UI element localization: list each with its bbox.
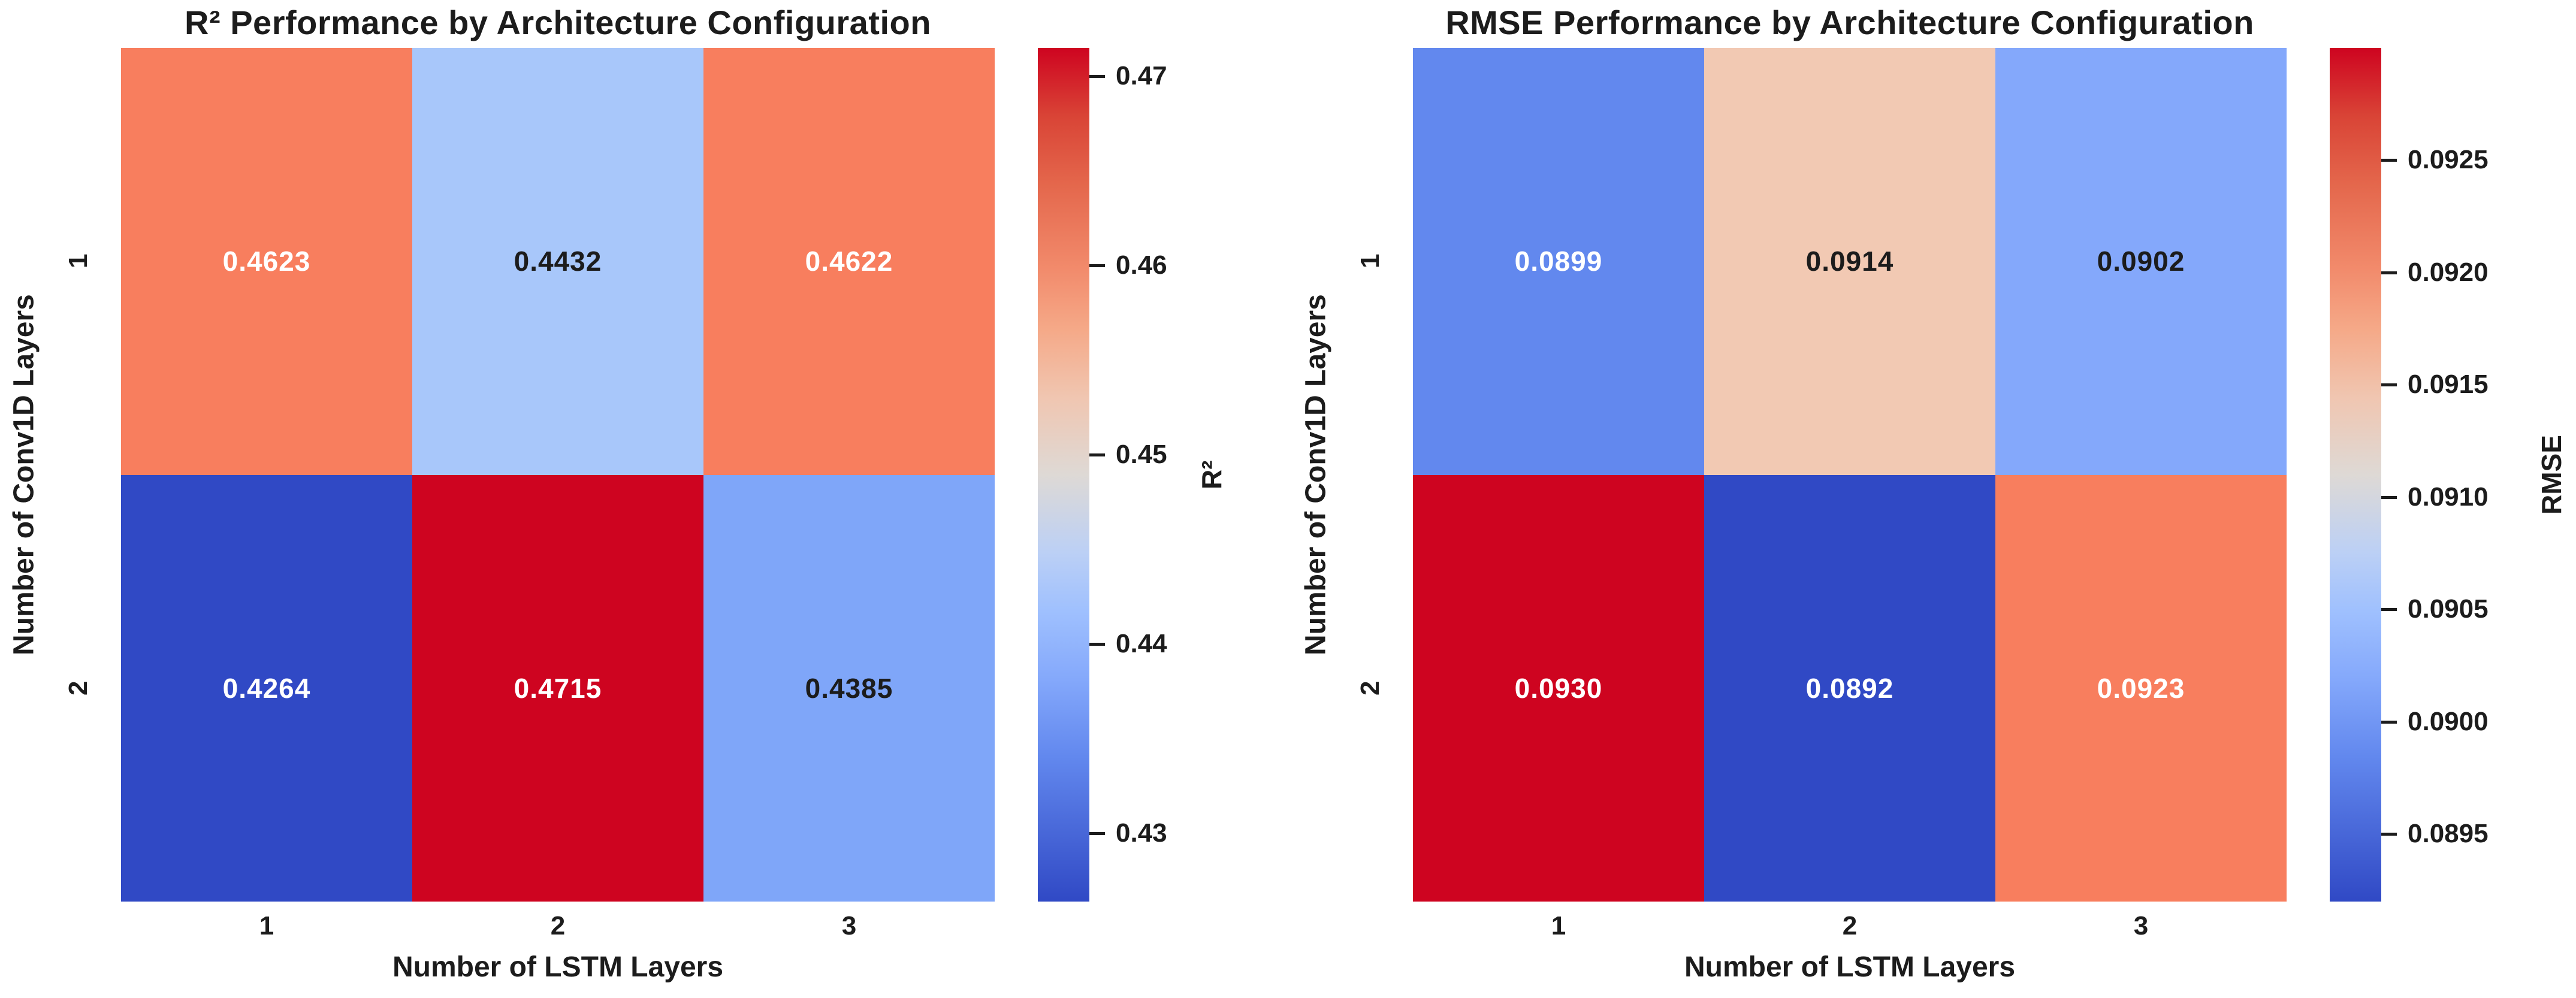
colorbar-tick-mark <box>2381 833 2397 836</box>
heatmap-cell: 0.4432 <box>412 48 703 475</box>
heatmap-rmse: 0.0899 0.0914 0.0902 0.0930 0.0892 0.092… <box>1413 48 2287 902</box>
heatmap-cell: 0.0923 <box>1995 474 2287 902</box>
colorbar-tick-mark <box>2381 383 2397 386</box>
x-tick-label: 1 <box>1551 911 1566 940</box>
y-tick-label: 1 <box>1355 253 1385 269</box>
chart-title-rmse: RMSE Performance by Architecture Configu… <box>1445 3 2254 41</box>
colorbar-tick-mark <box>1089 75 1105 78</box>
colorbar-tick-label: 0.46 <box>1116 250 1167 280</box>
panel-rmse: RMSE Performance by Architecture Configu… <box>1292 0 2576 998</box>
colorbar-tick-label: 0.44 <box>1116 629 1167 658</box>
colorbar-tick-mark <box>1089 643 1105 646</box>
colorbar-axis-label: R² <box>1196 460 1227 489</box>
colorbar-tick-label: 0.0920 <box>2408 258 2489 287</box>
colorbar-tick-mark <box>2381 721 2397 724</box>
colorbar-tick-mark <box>1089 453 1105 456</box>
colorbar-tick-mark <box>1089 264 1105 267</box>
colorbar-tick-label: 0.0915 <box>2408 370 2489 399</box>
heatmap-cell: 0.0892 <box>1704 474 1995 902</box>
colorbar-tick-label: 0.0910 <box>2408 482 2489 512</box>
x-tick-label: 2 <box>1842 911 1858 940</box>
heatmap-cell: 0.4715 <box>412 474 703 902</box>
y-tick-label: 2 <box>1355 681 1385 696</box>
x-axis-ticks: 1 2 3 <box>121 909 995 943</box>
x-axis-label: Number of LSTM Layers <box>1684 951 2016 983</box>
colorbar-tick-label: 0.45 <box>1116 440 1167 469</box>
colorbar-tick-label: 0.0925 <box>2408 145 2489 174</box>
y-tick-label: 1 <box>64 253 93 269</box>
colorbar-tick-label: 0.47 <box>1116 61 1167 90</box>
colorbar-tick-mark <box>1089 832 1105 835</box>
x-axis-ticks: 1 2 3 <box>1413 909 2287 943</box>
colorbar-rmse <box>2330 48 2381 902</box>
y-axis-label: Number of Conv1D Layers <box>1300 294 1332 655</box>
colorbar-axis-label: RMSE <box>2536 435 2567 515</box>
x-tick-label: 2 <box>550 911 566 940</box>
y-tick-label: 2 <box>64 681 93 696</box>
heatmap-cell: 0.0899 <box>1413 48 1704 475</box>
colorbar-tick-mark <box>2381 496 2397 499</box>
colorbar-tick-mark <box>2381 159 2397 162</box>
colorbar-tick-mark <box>2381 608 2397 611</box>
heatmap-cell: 0.4385 <box>703 474 995 902</box>
x-tick-label: 3 <box>841 911 857 940</box>
x-axis-label: Number of LSTM Layers <box>392 951 724 983</box>
colorbar-tick-label: 0.0895 <box>2408 819 2489 848</box>
heatmap-r2: 0.4623 0.4432 0.4622 0.4264 0.4715 0.438… <box>121 48 995 902</box>
x-tick-label: 1 <box>259 911 274 940</box>
heatmap-cell: 0.4622 <box>703 48 995 475</box>
chart-title-r2: R² Performance by Architecture Configura… <box>185 3 931 41</box>
heatmap-cell: 0.0902 <box>1995 48 2287 475</box>
colorbar-tick-label: 0.43 <box>1116 818 1167 848</box>
colorbar-tick-label: 0.0900 <box>2408 707 2489 736</box>
heatmap-cell: 0.0930 <box>1413 474 1704 902</box>
x-tick-label: 3 <box>2133 911 2149 940</box>
colorbar-r2 <box>1038 48 1089 902</box>
colorbar-tick-mark <box>2381 271 2397 274</box>
colorbar-tick-label: 0.0905 <box>2408 594 2489 624</box>
heatmap-cell: 0.4623 <box>121 48 412 475</box>
y-axis-label: Number of Conv1D Layers <box>8 294 40 655</box>
heatmap-cell: 0.0914 <box>1704 48 1995 475</box>
panel-r2: R² Performance by Architecture Configura… <box>0 0 1284 998</box>
heatmap-cell: 0.4264 <box>121 474 412 902</box>
